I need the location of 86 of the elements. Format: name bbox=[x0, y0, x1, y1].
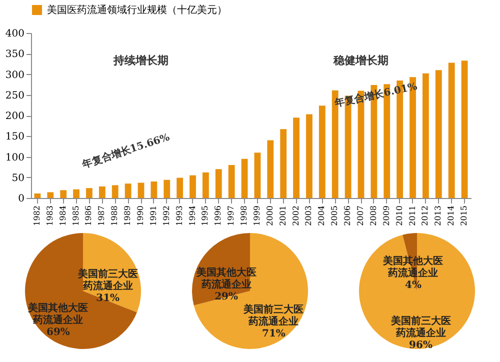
annotation: 持续增长期 bbox=[112, 54, 168, 67]
bar bbox=[318, 106, 326, 198]
x-tick-label: 1988 bbox=[110, 206, 120, 226]
data-label: 69% bbox=[46, 326, 71, 338]
x-tick-label: 2003 bbox=[304, 206, 314, 226]
data-label: 4% bbox=[404, 280, 422, 292]
y-tick-label: 300 bbox=[5, 70, 24, 81]
y-tick-label: 350 bbox=[5, 49, 24, 60]
bar bbox=[138, 182, 144, 198]
annotation: 年复合增长6.01% bbox=[332, 80, 419, 110]
annotation: 稳健增长期 bbox=[332, 54, 388, 67]
x-tick-label: 1995 bbox=[200, 206, 210, 226]
bar bbox=[73, 189, 80, 198]
x-tick-label: 1989 bbox=[123, 206, 132, 226]
x-tick-label: 2011 bbox=[408, 206, 417, 226]
bar bbox=[150, 182, 158, 198]
x-tick-label: 1986 bbox=[84, 206, 94, 226]
x-tick-label: 2006 bbox=[343, 206, 352, 226]
bar bbox=[98, 186, 106, 198]
bar bbox=[176, 178, 184, 198]
slice-label: 美国前三大医药流通企业 bbox=[242, 303, 304, 328]
data-label: 71% bbox=[262, 328, 286, 340]
bar bbox=[448, 62, 455, 198]
bar bbox=[34, 193, 41, 198]
y-tick-label: 200 bbox=[5, 111, 24, 122]
bar bbox=[124, 184, 132, 198]
x-tick-label: 2015 bbox=[460, 206, 469, 226]
x-tick-label: 1982 bbox=[32, 206, 42, 226]
legend-label: 美国医药流通领域行业规模（十亿美元） bbox=[47, 4, 227, 16]
x-tick-label: 2004 bbox=[317, 206, 326, 226]
x-tick-label: 2013 bbox=[434, 206, 443, 226]
y-tick-label: 0 bbox=[18, 194, 24, 204]
x-tick-label: 2002 bbox=[291, 206, 300, 226]
bar bbox=[86, 188, 92, 198]
y-tick-label: 150 bbox=[5, 132, 24, 143]
data-label: 31% bbox=[96, 293, 120, 304]
x-tick-label: 2005 bbox=[330, 206, 340, 226]
bar bbox=[47, 192, 54, 198]
slice-label: 美国其他大医药流通企业 bbox=[195, 266, 256, 291]
bar bbox=[60, 190, 67, 198]
x-tick-label: 1991 bbox=[148, 206, 158, 226]
bar bbox=[112, 185, 118, 198]
bar bbox=[422, 73, 429, 198]
data-label: 96% bbox=[408, 340, 433, 351]
x-tick-label: 2010 bbox=[394, 206, 404, 226]
y-tick-label: 400 bbox=[5, 28, 24, 40]
x-tick-label: 2009 bbox=[382, 206, 391, 226]
x-tick-label: 1994 bbox=[188, 206, 197, 226]
slice-label: 美国前三大医药流通企业 bbox=[389, 314, 450, 339]
bar bbox=[435, 70, 442, 198]
bar bbox=[164, 180, 170, 198]
bar bbox=[228, 165, 235, 198]
x-tick-label: 1987 bbox=[97, 206, 106, 226]
x-tick-label: 1984 bbox=[58, 206, 68, 226]
x-tick-label: 2014 bbox=[446, 206, 456, 226]
y-tick-label: 50 bbox=[12, 172, 24, 184]
x-tick-label: 2001 bbox=[278, 206, 288, 226]
x-tick-label: 1993 bbox=[174, 206, 184, 226]
bar bbox=[461, 60, 468, 198]
y-tick-label: 250 bbox=[5, 90, 24, 102]
x-tick-label: 2012 bbox=[420, 206, 430, 226]
x-tick-label: 1998 bbox=[240, 206, 249, 226]
x-tick-label: 2000 bbox=[265, 206, 274, 226]
y-tick-label: 100 bbox=[5, 152, 24, 164]
x-tick-label: 2008 bbox=[368, 206, 378, 226]
slice-label: 美国其他大医药流通企业 bbox=[382, 255, 443, 280]
bar bbox=[190, 175, 196, 198]
x-tick-label: 1999 bbox=[252, 206, 262, 226]
bar bbox=[293, 118, 300, 198]
x-tick-label: 1992 bbox=[162, 206, 171, 226]
bar bbox=[306, 114, 312, 198]
x-tick-label: 1996 bbox=[214, 206, 223, 226]
bar bbox=[280, 129, 287, 198]
x-tick-label: 1983 bbox=[45, 206, 54, 226]
bar bbox=[254, 152, 261, 198]
bar bbox=[241, 158, 248, 198]
data-label: 29% bbox=[214, 292, 238, 303]
slice-label: 美国前三大医药流通企业 bbox=[77, 268, 138, 292]
x-tick-label: 1997 bbox=[226, 206, 236, 226]
bar bbox=[202, 172, 209, 198]
x-tick-label: 1985 bbox=[71, 206, 80, 226]
x-tick-label: 1990 bbox=[136, 206, 145, 226]
slice-label: 美国其他大医药流通企业 bbox=[28, 302, 89, 326]
bar bbox=[215, 169, 222, 198]
bar bbox=[267, 140, 274, 198]
x-tick-label: 2007 bbox=[356, 206, 365, 226]
